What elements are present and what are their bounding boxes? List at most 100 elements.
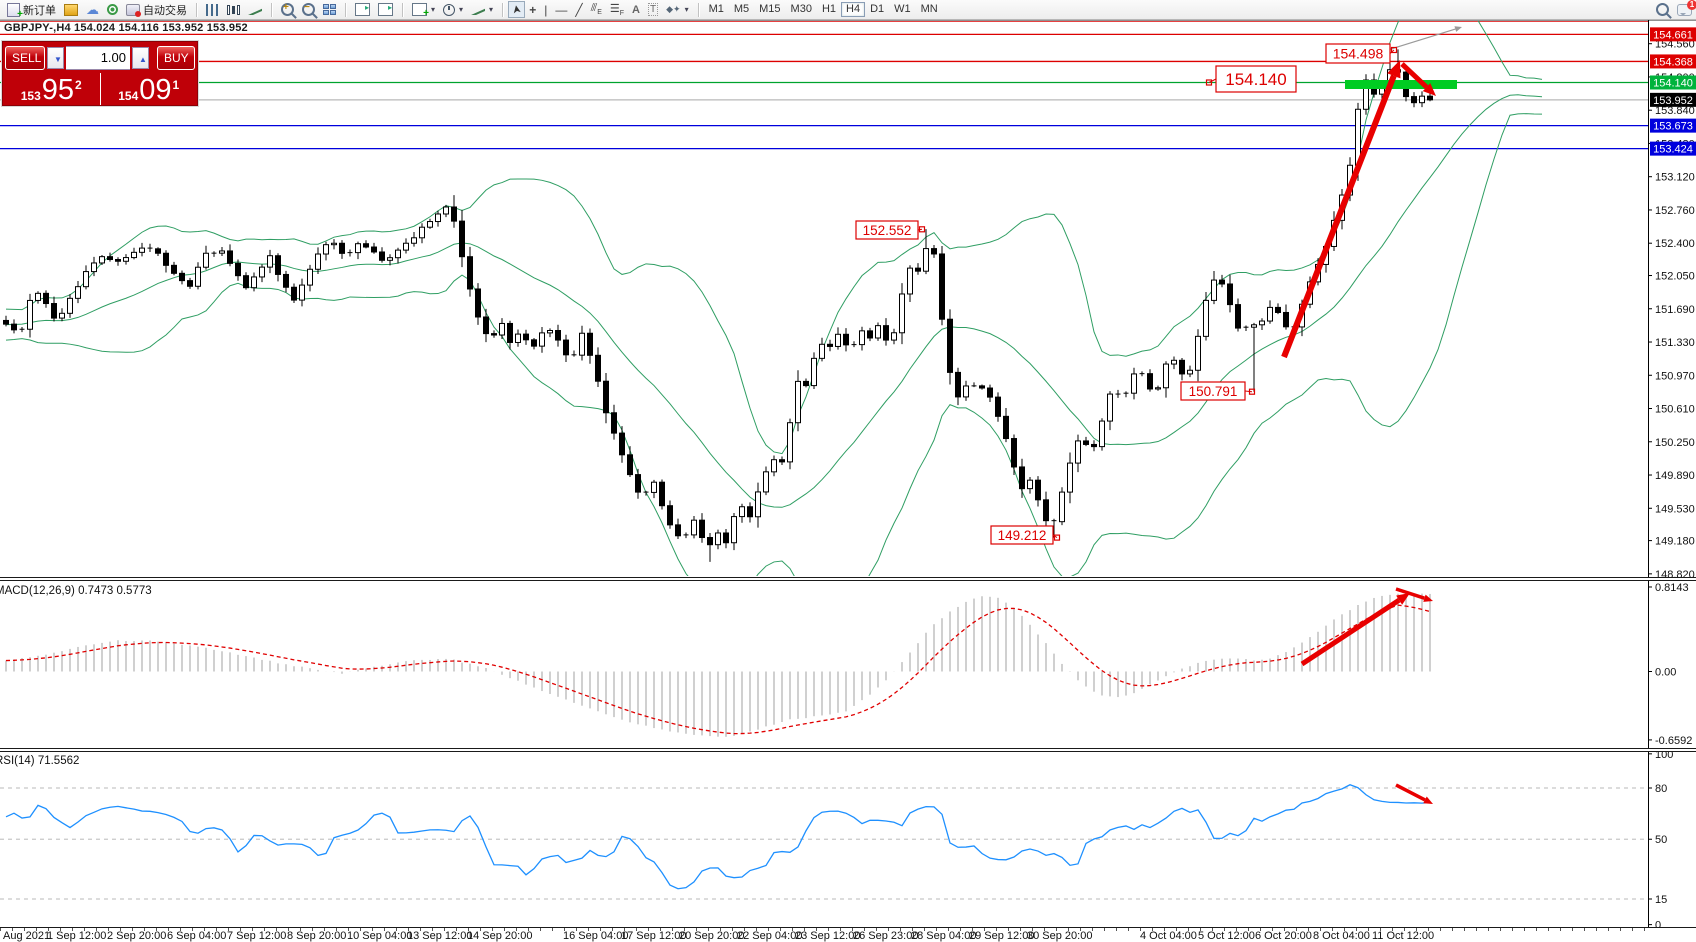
timeframe-mn[interactable]: MN: [916, 2, 943, 17]
volume-input[interactable]: [66, 46, 130, 70]
crosshair-icon: +: [529, 2, 537, 17]
candlestick-button[interactable]: [223, 1, 244, 18]
signal-icon: [107, 4, 118, 15]
price-annotation-label: 149.212: [998, 528, 1047, 543]
fibonacci-tool-button[interactable]: ☰F: [606, 1, 628, 18]
text-tool-button[interactable]: A: [628, 1, 644, 18]
time-axis-label: 2 Sep 20:00: [107, 930, 167, 942]
time-axis-label: 7 Sep 12:00: [227, 930, 287, 942]
macd-panel[interactable]: MACD(12,26,9) 0.7473 0.5773 0.8143 0.00 -0.…: [0, 580, 1696, 748]
autotrade-button[interactable]: 自动交易: [122, 1, 191, 18]
templates-button[interactable]: ▾: [467, 1, 497, 18]
time-axis-label: 14 Sep 20:00: [467, 930, 533, 942]
ask-price[interactable]: 154 09 1: [101, 73, 198, 105]
periods-button[interactable]: ▾: [439, 1, 467, 18]
time-axis-label: 5 Oct 12:00: [1198, 930, 1255, 942]
price-level-badge: 154.368: [1653, 56, 1693, 68]
zoom-in-icon: +: [281, 2, 294, 16]
price-annotation[interactable]: [1215, 65, 1297, 93]
tile-windows-button[interactable]: [319, 1, 340, 18]
main-chart[interactable]: 154.498 154.140 152.552 150.791 149.212 154.5…: [0, 20, 1696, 577]
toolbar-separator: [196, 2, 197, 17]
timeframe-m30[interactable]: M30: [786, 2, 817, 17]
volume-decrease-button[interactable]: ▼: [47, 47, 64, 69]
timeframe-h1[interactable]: H1: [817, 2, 841, 17]
chat-icon[interactable]: 1: [1677, 0, 1696, 16]
cursor-tool-button[interactable]: ➤: [508, 1, 526, 18]
rsi-level-label: 0: [1655, 920, 1661, 927]
buy-button[interactable]: BUY: [157, 46, 195, 70]
bid-price[interactable]: 153 95 2: [3, 73, 101, 105]
time-ticks: [0, 928, 1648, 931]
timeframe-h4[interactable]: H4: [841, 2, 866, 17]
bid-point: 2: [75, 78, 82, 92]
quote-bar: GBPJPY-,H4 154.024 154.116 153.952 153.9…: [4, 22, 248, 34]
shapes-tool-button[interactable]: ◆✦ ▾: [662, 1, 692, 18]
sell-button[interactable]: SELL: [5, 46, 45, 70]
navigator-button[interactable]: [103, 1, 122, 18]
market-watch-button[interactable]: [60, 1, 82, 18]
price-tick-label: 151.690: [1655, 304, 1695, 316]
auto-scroll-button[interactable]: [351, 1, 374, 18]
time-axis-label: 26 Sep 23:00: [853, 930, 919, 942]
toolbar-separator: [502, 2, 504, 17]
price-annotation-label: 150.791: [1189, 384, 1238, 399]
ask-pips: 09: [139, 74, 172, 106]
time-axis-label: 4 Oct 04:00: [1140, 930, 1197, 942]
timeframe-m1[interactable]: M1: [704, 2, 729, 17]
chart-shift-button[interactable]: [374, 1, 397, 18]
zoom-out-button[interactable]: −: [298, 1, 319, 18]
text-icon: A: [632, 3, 640, 16]
bar-chart-button[interactable]: [202, 1, 223, 18]
line-chart-icon: [248, 4, 262, 15]
price-annotation-label: 154.498: [1333, 46, 1384, 62]
tile-windows-icon: [323, 4, 336, 15]
price-tick-label: 150.610: [1655, 404, 1695, 416]
new-chart-button[interactable]: ▾: [408, 1, 439, 19]
data-center-button[interactable]: ☁: [82, 1, 103, 18]
time-axis-label: Aug 2021: [3, 930, 51, 942]
price-level-badge: 154.661: [1653, 29, 1693, 41]
trendline-tool-button[interactable]: ╱: [571, 1, 586, 18]
price-tick-label: 152.400: [1655, 238, 1695, 250]
autotrade-label: 自动交易: [143, 4, 187, 17]
hline-tool-button[interactable]: —: [551, 1, 571, 18]
template-icon: [471, 4, 485, 15]
panel-divider[interactable]: [0, 748, 1696, 752]
price-tick-label: 149.180: [1655, 536, 1695, 548]
chevron-down-icon: ▾: [431, 5, 436, 14]
price-annotation[interactable]: [1180, 381, 1246, 401]
channel-icon: ⫻E: [590, 2, 602, 17]
vline-tool-button[interactable]: |: [540, 1, 551, 18]
timeframe-w1[interactable]: W1: [889, 2, 916, 17]
label-tool-button[interactable]: T: [644, 1, 662, 18]
horizontal-line-icon: —: [555, 2, 568, 17]
timeframe-d1[interactable]: D1: [865, 2, 889, 17]
time-axis[interactable]: Aug 2021 1 Sep 12:00 2 Sep 20:00 6 Sep 04:0…: [0, 927, 1696, 942]
price-annotation[interactable]: [990, 525, 1054, 545]
rsi-panel[interactable]: RSI(14) 71.5562 100 80 50 15 0: [0, 752, 1696, 927]
timeframe-m5[interactable]: M5: [729, 2, 754, 17]
search-icon[interactable]: [1656, 3, 1669, 16]
timeframe-m15[interactable]: M15: [754, 2, 785, 17]
line-chart-button[interactable]: [244, 1, 266, 18]
price-tick-label: 153.840: [1655, 105, 1695, 117]
price-tick-label: 152.760: [1655, 205, 1695, 217]
chart-shift-icon: [378, 3, 393, 16]
zoom-in-button[interactable]: +: [277, 1, 298, 18]
channel-tool-button[interactable]: ⫻E: [587, 1, 606, 18]
market-watch-icon: [64, 3, 78, 16]
crosshair-tool-button[interactable]: +: [525, 1, 540, 18]
price-annotation[interactable]: [1325, 43, 1391, 64]
bid-pips: 95: [41, 74, 75, 106]
bar-chart-icon: [206, 3, 219, 16]
price-annotation[interactable]: [855, 220, 919, 240]
macd-label: MACD(12,26,9) 0.7473 0.5773: [0, 585, 152, 597]
new-order-button[interactable]: 新订单: [3, 1, 60, 20]
clock-icon: [443, 3, 456, 16]
volume-increase-button[interactable]: ▲: [132, 47, 149, 69]
price-level-badge: 153.673: [1653, 121, 1693, 133]
panel-divider[interactable]: [0, 577, 1696, 581]
